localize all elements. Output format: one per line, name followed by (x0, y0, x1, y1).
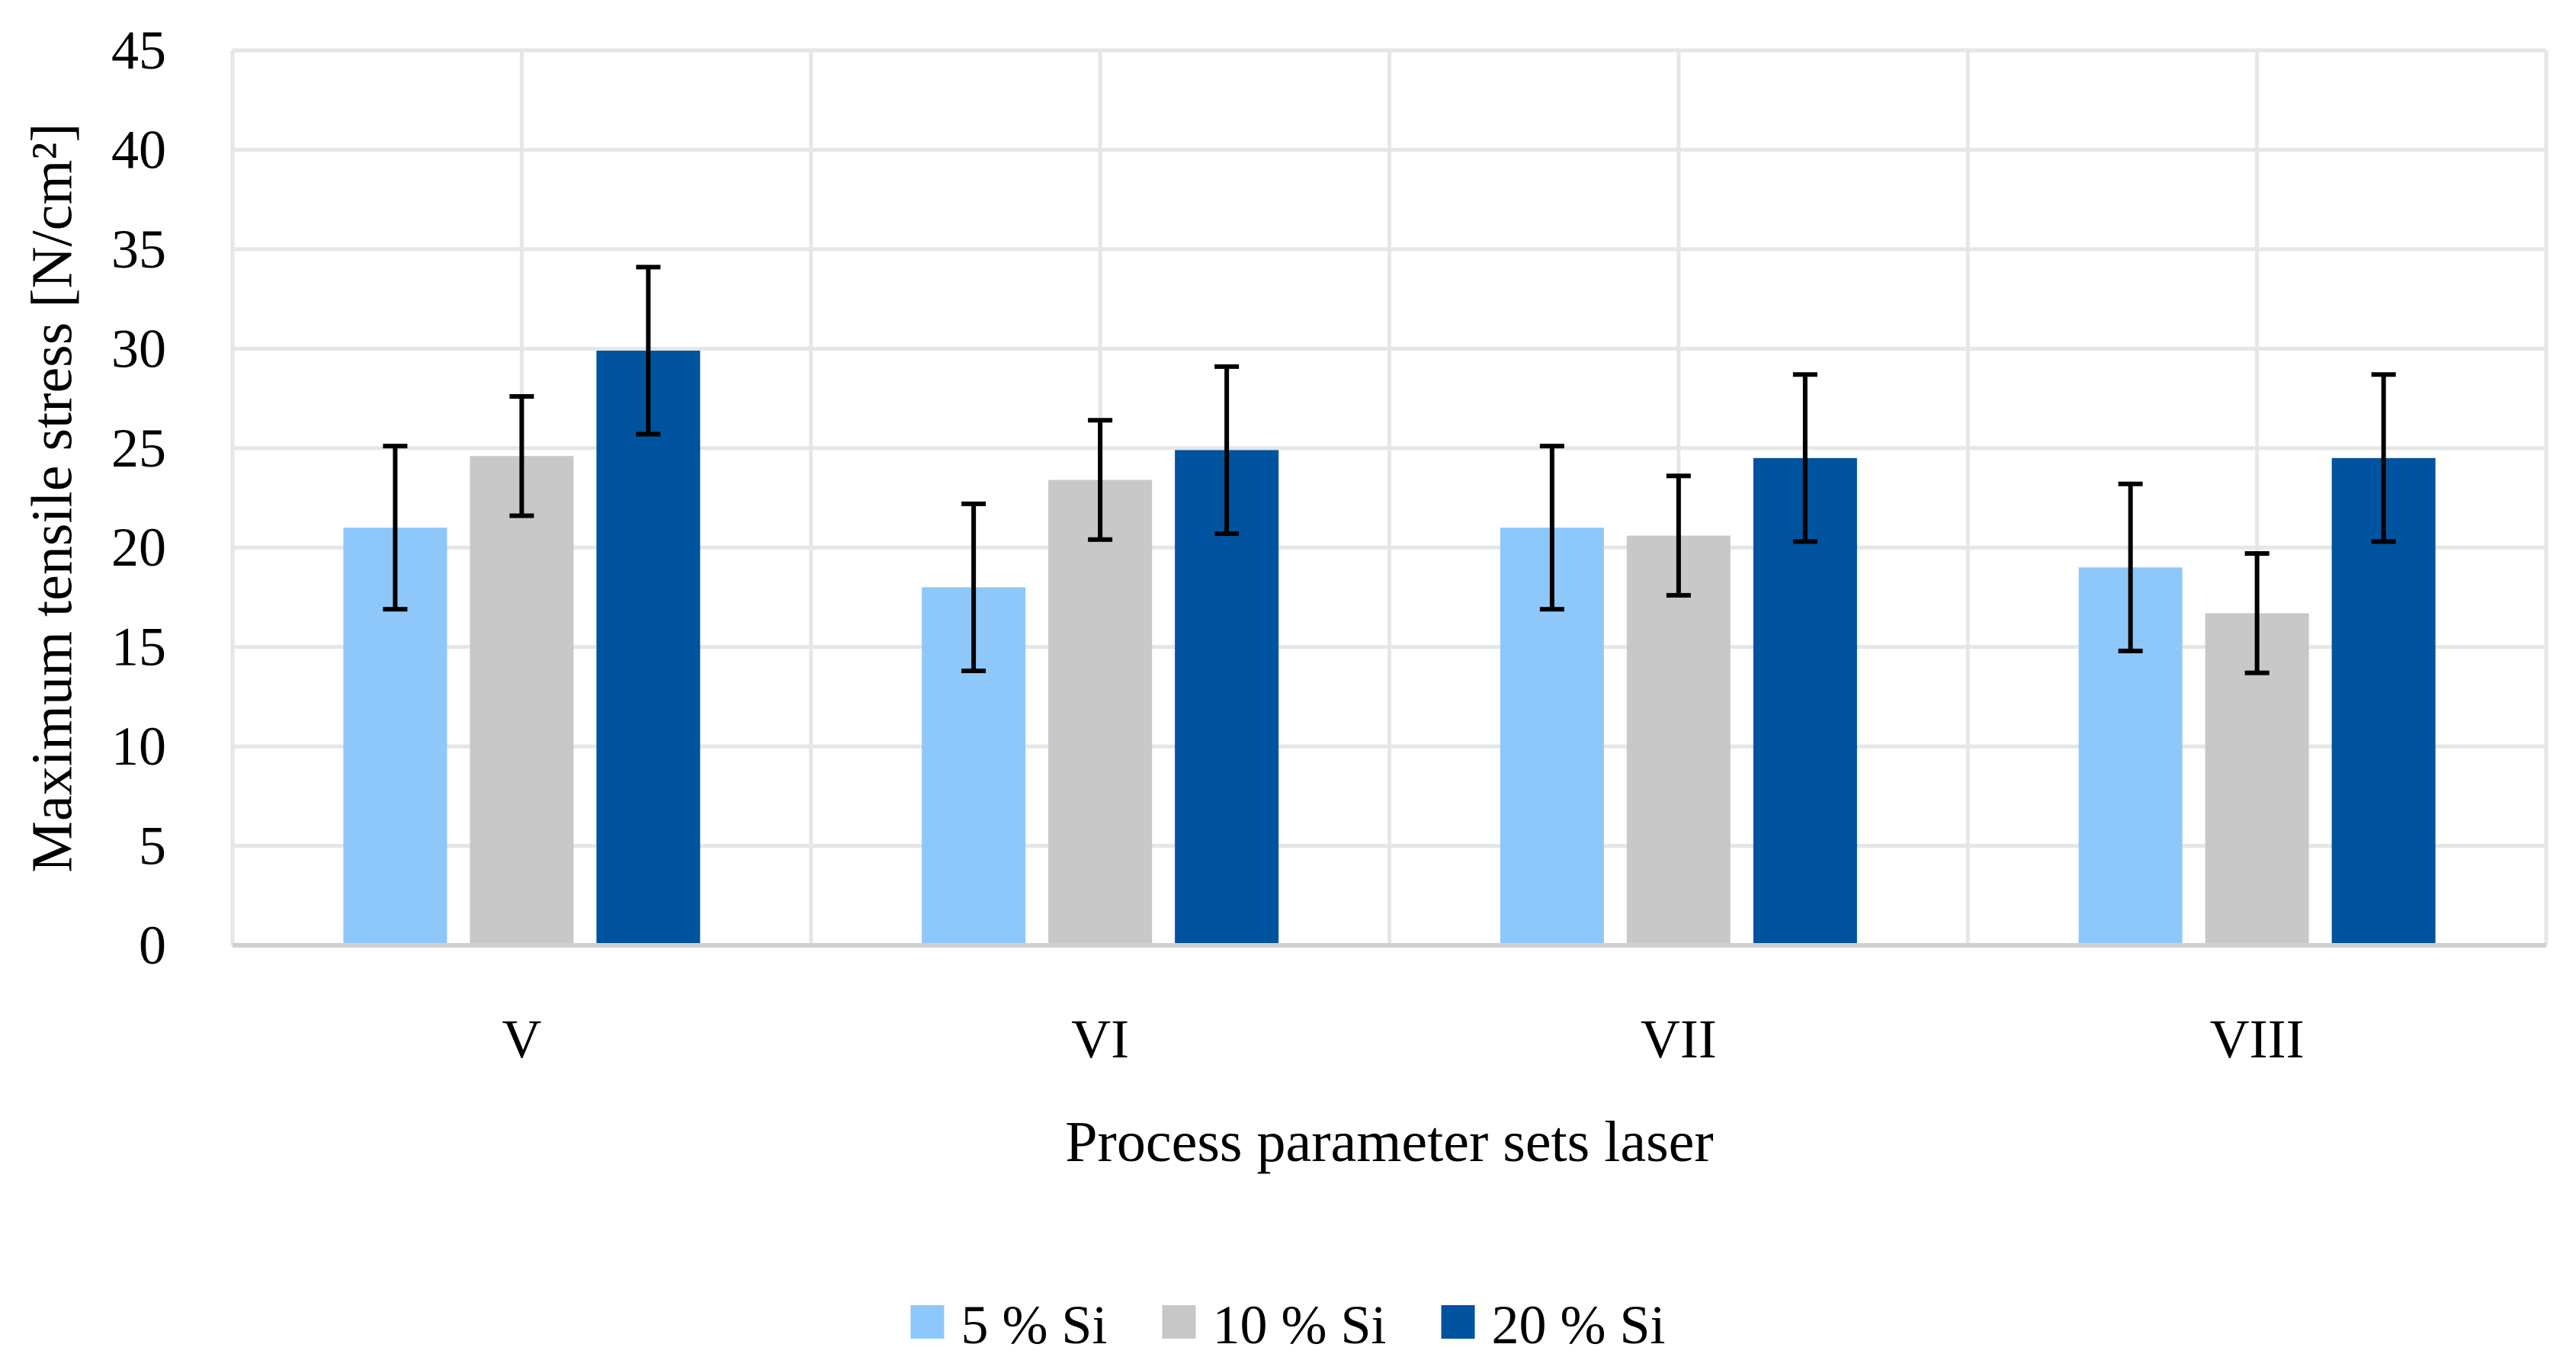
gridlines (230, 48, 2549, 945)
x-tick-label: VII (1641, 1009, 1717, 1070)
x-axis-ticks: V VI VII VIII (502, 1009, 2304, 1070)
legend-label: 5 % Si (961, 1294, 1107, 1355)
y-axis-ticks: 0 5 10 15 20 25 30 35 40 45 (111, 20, 166, 976)
y-tick-label: 20 (111, 517, 166, 578)
bar (1048, 480, 1153, 945)
y-tick-label: 40 (111, 119, 166, 180)
bar (1626, 535, 1731, 945)
y-axis-title: Maximum tensile stress [N/cm²] (20, 123, 84, 872)
legend-swatch (1162, 1305, 1196, 1339)
y-tick-label: 10 (111, 716, 166, 777)
x-axis-title: Process parameter sets laser (1065, 1110, 1713, 1174)
legend-swatch (1441, 1305, 1475, 1339)
bar (470, 456, 574, 945)
legend-label: 10 % Si (1212, 1294, 1386, 1355)
bars (343, 350, 2436, 945)
y-tick-label: 15 (111, 617, 166, 678)
y-tick-label: 30 (111, 318, 166, 379)
y-tick-label: 25 (111, 418, 166, 479)
bar (596, 350, 701, 945)
error-bars (383, 265, 2396, 675)
legend: 5 % Si 10 % Si 20 % Si (910, 1294, 1666, 1355)
y-tick-label: 0 (139, 915, 166, 976)
y-tick-label: 5 (139, 816, 166, 877)
legend-swatch (910, 1305, 945, 1339)
legend-label: 20 % Si (1492, 1294, 1666, 1355)
x-tick-label: VIII (2210, 1009, 2305, 1070)
x-tick-label: V (502, 1009, 541, 1070)
x-tick-label: VI (1071, 1009, 1129, 1070)
y-tick-label: 35 (111, 219, 166, 280)
y-tick-label: 45 (111, 20, 166, 81)
